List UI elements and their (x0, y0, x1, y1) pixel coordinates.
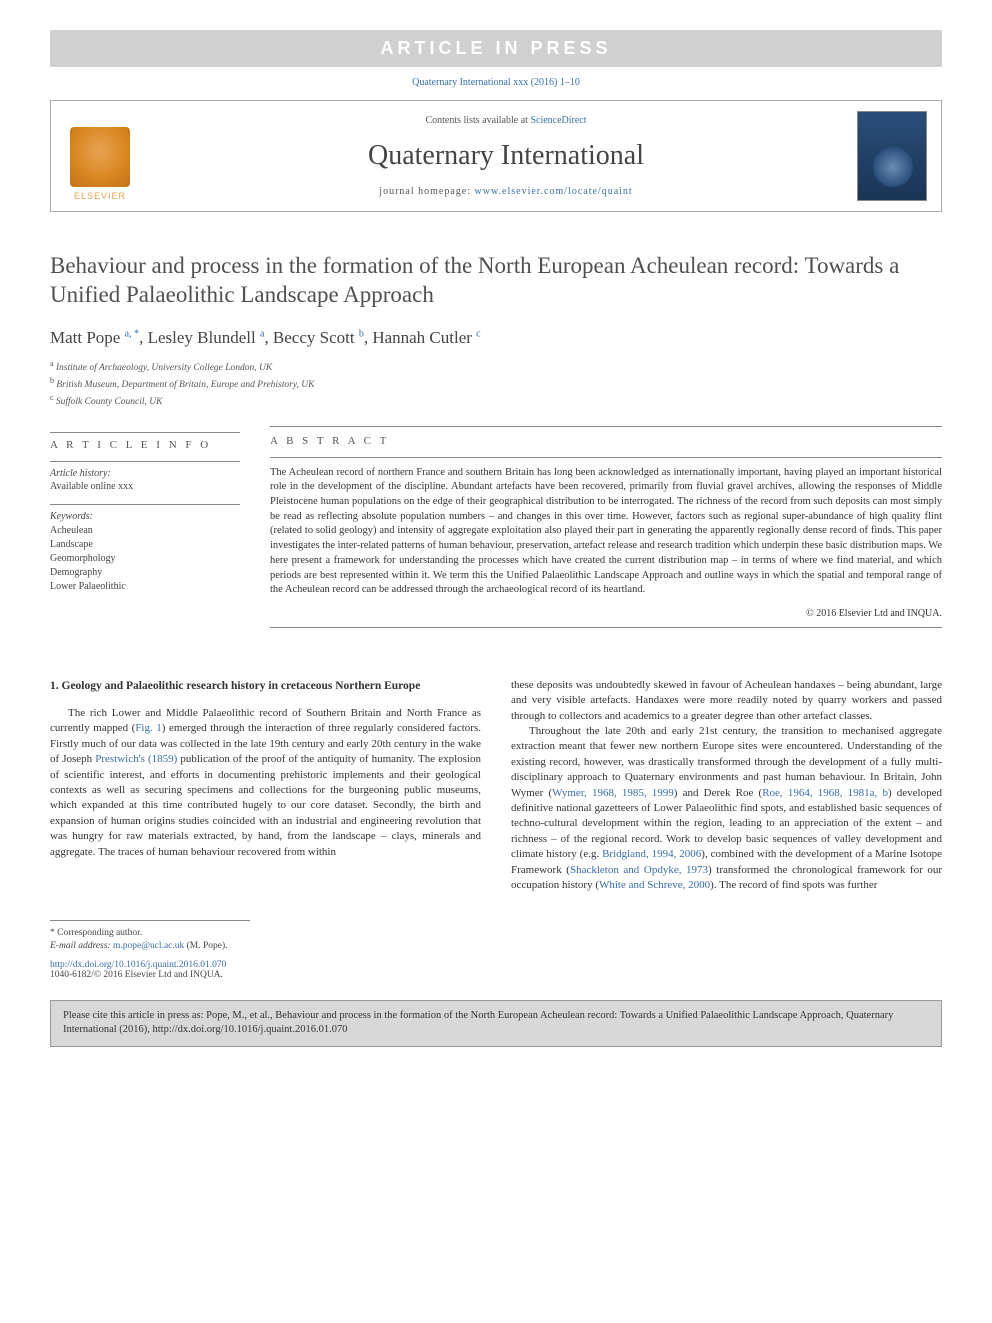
keyword-item: Lower Palaeolithic (50, 580, 240, 594)
article-title: Behaviour and process in the formation o… (50, 252, 942, 310)
affiliation-line: a Institute of Archaeology, University C… (50, 358, 942, 375)
article-info-column: A R T I C L E I N F O Article history: A… (50, 426, 240, 628)
article-history-text: Available online xxx (50, 481, 240, 492)
affiliations: a Institute of Archaeology, University C… (50, 358, 942, 410)
abstract-heading: A B S T R A C T (270, 435, 942, 447)
homepage-link[interactable]: www.elsevier.com/locate/quaint (475, 186, 633, 197)
copyright-line: © 2016 Elsevier Ltd and INQUA. (270, 608, 942, 619)
corresponding-label: * Corresponding author. (50, 927, 250, 940)
homepage-prefix: journal homepage: (379, 186, 474, 197)
elsevier-logo: ELSEVIER (65, 111, 135, 201)
keyword-item: Landscape (50, 538, 240, 552)
section-1-heading: 1. Geology and Palaeolithic research his… (50, 678, 481, 694)
body-column-right: these deposits was undoubtedly skewed in… (511, 678, 942, 954)
keyword-item: Geomorphology (50, 552, 240, 566)
abstract-column: A B S T R A C T The Acheulean record of … (270, 426, 942, 628)
citation-link[interactable]: Prestwich's (1859) (95, 753, 177, 765)
issn-copyright-line: 1040-6182/© 2016 Elsevier Ltd and INQUA. (50, 970, 942, 980)
citation-link[interactable]: Bridgland, 1994, 2006 (602, 848, 701, 860)
text-run: ) and Derek Roe ( (674, 787, 762, 799)
journal-cover-thumbnail (857, 111, 927, 201)
journal-reference: Quaternary International xxx (2016) 1–10 (0, 77, 992, 88)
rule (270, 426, 942, 427)
body-paragraph: these deposits was undoubtedly skewed in… (511, 678, 942, 724)
email-suffix: (M. Pope). (184, 941, 227, 951)
affiliation-line: b British Museum, Department of Britain,… (50, 375, 942, 392)
journal-header-box: ELSEVIER Contents lists available at Sci… (50, 100, 942, 212)
elsevier-tree-icon (70, 127, 130, 187)
keyword-item: Demography (50, 566, 240, 580)
body-column-left: 1. Geology and Palaeolithic research his… (50, 678, 481, 954)
rule (50, 432, 240, 433)
header-center: Contents lists available at ScienceDirec… (155, 115, 857, 197)
info-abstract-row: A R T I C L E I N F O Article history: A… (50, 426, 942, 628)
citation-link[interactable]: White and Schreve, 2000 (599, 879, 710, 891)
contents-available-line: Contents lists available at ScienceDirec… (155, 115, 857, 126)
doi-link[interactable]: http://dx.doi.org/10.1016/j.quaint.2016.… (50, 960, 226, 970)
citation-box: Please cite this article in press as: Po… (50, 1000, 942, 1047)
citation-link[interactable]: Shackleton and Opdyke, 1973 (570, 864, 708, 876)
rule (270, 457, 942, 458)
elsevier-label: ELSEVIER (74, 191, 126, 201)
homepage-line: journal homepage: www.elsevier.com/locat… (155, 186, 857, 197)
citation-link[interactable]: Roe, 1964, 1968, 1981a, b (762, 787, 888, 799)
rule (50, 461, 240, 462)
figure-reference-link[interactable]: Fig. 1 (135, 722, 161, 734)
doi-block: http://dx.doi.org/10.1016/j.quaint.2016.… (50, 960, 942, 980)
citation-link[interactable]: Wymer, 1968, 1985, 1999 (552, 787, 674, 799)
contents-prefix: Contents lists available at (425, 115, 530, 126)
article-in-press-banner: ARTICLE IN PRESS (50, 30, 942, 67)
body-paragraph: The rich Lower and Middle Palaeolithic r… (50, 706, 481, 860)
email-link[interactable]: m.pope@ucl.ac.uk (113, 941, 184, 951)
text-run: ). The record of find spots was further (710, 879, 877, 891)
rule (270, 627, 942, 628)
email-label: E-mail address: (50, 941, 113, 951)
article-info-heading: A R T I C L E I N F O (50, 439, 240, 451)
keywords-list: AcheuleanLandscapeGeomorphologyDemograph… (50, 524, 240, 594)
corresponding-author-footnote: * Corresponding author. E-mail address: … (50, 920, 250, 954)
rule (50, 504, 240, 505)
body-paragraph: Throughout the late 20th and early 21st … (511, 724, 942, 893)
main-content: Behaviour and process in the formation o… (50, 252, 942, 954)
article-history-label: Article history: (50, 468, 240, 479)
abstract-text: The Acheulean record of northern France … (270, 466, 942, 598)
keywords-label: Keywords: (50, 511, 240, 522)
keyword-item: Acheulean (50, 524, 240, 538)
body-columns: 1. Geology and Palaeolithic research his… (50, 678, 942, 954)
sciencedirect-link[interactable]: ScienceDirect (530, 115, 586, 126)
email-line: E-mail address: m.pope@ucl.ac.uk (M. Pop… (50, 940, 250, 953)
journal-name: Quaternary International (155, 140, 857, 172)
authors-line: Matt Pope a, *, Lesley Blundell a, Beccy… (50, 328, 942, 348)
text-run: publication of the proof of the antiquit… (50, 753, 481, 857)
affiliation-line: c Suffolk County Council, UK (50, 392, 942, 409)
